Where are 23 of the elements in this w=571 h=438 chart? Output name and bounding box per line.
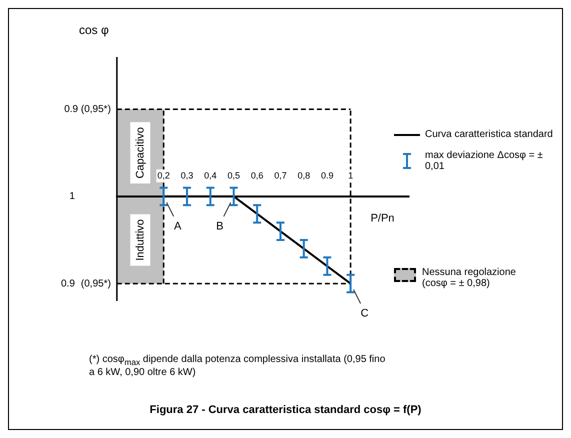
annotation: Induttivo — [134, 219, 146, 261]
text: Figura 27 - Curva caratteristica standard cosφ = f(P) — [148, 404, 422, 416]
x-tick-label: 0.9 — [320, 170, 334, 180]
text: Nessuna regolazione (cosφ = ± 0,98) — [422, 267, 517, 289]
x-tick-label: 0,3 — [180, 170, 194, 180]
x-tick-label: 0,2 — [157, 170, 170, 180]
x-axis-title: P/Pn — [370, 212, 394, 224]
text: 0.9 (0,95*) — [64, 104, 111, 116]
x-tick-label: 0,7 — [274, 170, 287, 180]
annotation: B — [216, 220, 224, 232]
y-axis-title: cos φ — [79, 23, 109, 37]
text: (*) cosφ$_{max}$ dipende dalla potenza complessiva installata (0,95 fino a 6 kW, 0,90 oltre 6 kW) — [89, 354, 386, 378]
annotation: C — [360, 308, 369, 320]
annotation: A — [174, 220, 182, 232]
x-tick-label: 0,5 — [227, 170, 240, 180]
x-tick-label: 1 — [348, 170, 354, 180]
legend-label: Curva caratteristica standard — [425, 129, 553, 140]
x-tick-label: 0,8 — [298, 170, 310, 180]
x-tick-label: 0,6 — [250, 170, 264, 180]
text: (0,95*) — [80, 278, 111, 290]
text: max deviazione Δcosφ = ± 0,01 — [425, 150, 544, 172]
annotation: Capacitivo — [134, 127, 146, 179]
x-tick-label: 0,4 — [204, 170, 217, 180]
